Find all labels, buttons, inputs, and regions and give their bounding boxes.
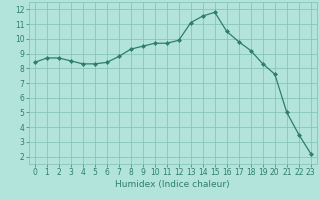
X-axis label: Humidex (Indice chaleur): Humidex (Indice chaleur) [116,180,230,189]
